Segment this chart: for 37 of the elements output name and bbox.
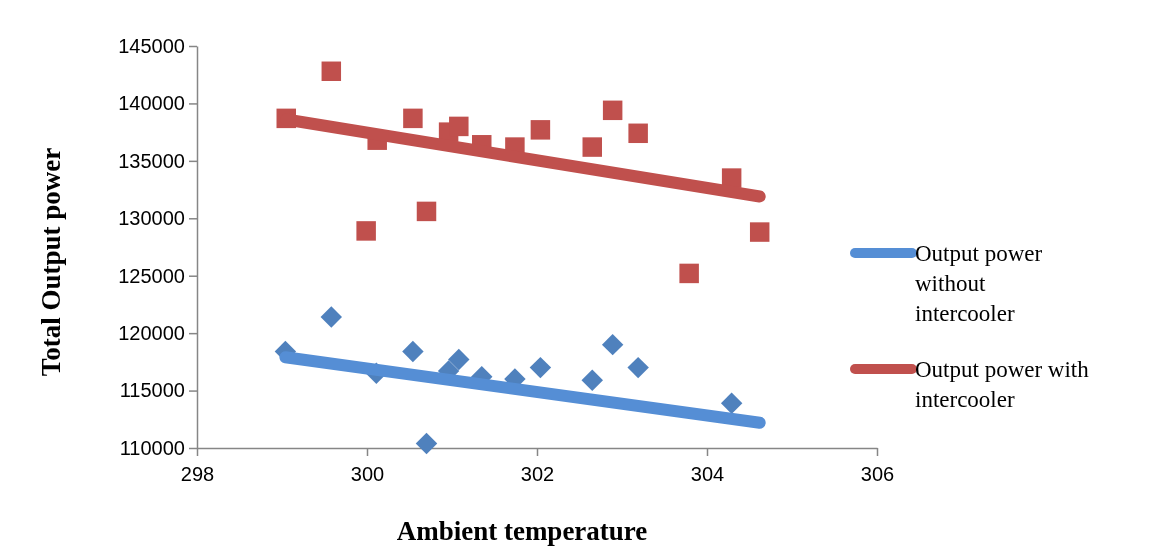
x-tick-label: 304 [690, 463, 725, 485]
point [403, 108, 423, 129]
y-tick-label: 130000 [118, 207, 185, 230]
x-tick-label: 300 [350, 463, 385, 485]
y-axis-title: Total Output power [36, 147, 66, 377]
point [627, 356, 649, 379]
x-tick-label: 306 [860, 463, 895, 485]
legend-label: Output power without intercooler [915, 241, 1043, 326]
point [581, 369, 603, 391]
y-tick-label: 110000 [119, 436, 185, 459]
point [449, 116, 469, 137]
x-tick-label: 298 [180, 463, 215, 485]
y-tick-label: 140000 [118, 92, 185, 115]
point [628, 123, 648, 144]
point [448, 348, 470, 371]
point [529, 356, 552, 379]
point [582, 137, 602, 157]
point [320, 306, 343, 328]
point [402, 340, 424, 363]
y-tick-label: 120000 [118, 322, 185, 345]
point [415, 432, 438, 455]
point [416, 201, 437, 222]
y-tick-label: 135000 [118, 149, 185, 172]
point [356, 221, 376, 241]
point [602, 100, 623, 121]
y-tick-label: 145000 [118, 34, 185, 57]
y-tick-label: 115000 [119, 379, 185, 402]
x-tick-label: 302 [520, 463, 555, 485]
y-tick-label: 125000 [118, 264, 185, 287]
point [720, 392, 743, 414]
point [679, 263, 699, 284]
point [321, 61, 342, 82]
point [530, 120, 551, 140]
point [749, 222, 770, 242]
point [601, 333, 624, 356]
legend-label: Output power with intercooler [915, 357, 1090, 412]
x-axis-title: Ambient temperature [396, 516, 648, 546]
